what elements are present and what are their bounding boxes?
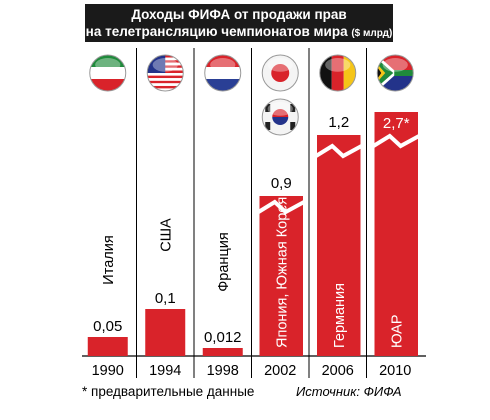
value-label-1994: 0,1 — [155, 290, 176, 307]
germany-flag-icon — [319, 54, 357, 92]
title-line-1: Доходы ФИФА от продажи прав — [131, 7, 347, 22]
scale-break-2010 — [372, 133, 420, 149]
value-label-1998: 0,012 — [204, 329, 242, 346]
year-label-2006: 2006 — [322, 363, 354, 379]
country-label-1990: Италия — [101, 235, 117, 284]
value-label-1990: 0,05 — [93, 318, 122, 335]
south-africa-flag-icon — [376, 54, 414, 92]
chart-title: Доходы ФИФА от продажи прав на телетранс… — [85, 4, 393, 42]
italy-flag-icon — [89, 54, 127, 92]
source-note: Источник: ФИФА — [296, 384, 402, 399]
scale-break-2002 — [257, 199, 305, 215]
year-label-1994: 1994 — [149, 363, 181, 379]
footnote: * предварительные данные — [82, 384, 255, 399]
france-flag-icon — [204, 54, 242, 92]
usa-flag-icon — [146, 54, 184, 92]
bar-2002 — [259, 196, 303, 356]
bar-1998 — [202, 348, 243, 356]
year-label-2002: 2002 — [264, 363, 296, 379]
bar-1990 — [87, 337, 128, 356]
title-line-2: на телетрансляцию чемпионатов мира — [85, 24, 348, 39]
south-korea-flag-icon — [261, 98, 299, 136]
title-unit: ($ млрд) — [351, 28, 393, 39]
country-label-1994: США — [158, 218, 174, 252]
year-label-1990: 1990 — [92, 363, 124, 379]
bar-2006 — [317, 135, 361, 356]
bar-1994 — [145, 309, 186, 356]
bar-2010 — [374, 112, 418, 356]
country-label-2006: Германия — [332, 283, 348, 348]
value-label-2002: 0,9 — [271, 175, 292, 192]
country-label-1998: Франция — [216, 232, 232, 291]
japan-flag-icon — [261, 54, 299, 92]
scale-break-2006 — [314, 143, 363, 159]
country-label-2010: ЮАР — [389, 314, 405, 348]
year-label-1998: 1998 — [207, 363, 239, 379]
country-label-2002: Япония, Южная Корея — [274, 197, 290, 348]
year-label-2010: 2010 — [379, 363, 411, 379]
value-label-2010: 2,7* — [383, 115, 410, 132]
value-label-2006: 1,2 — [328, 114, 349, 131]
